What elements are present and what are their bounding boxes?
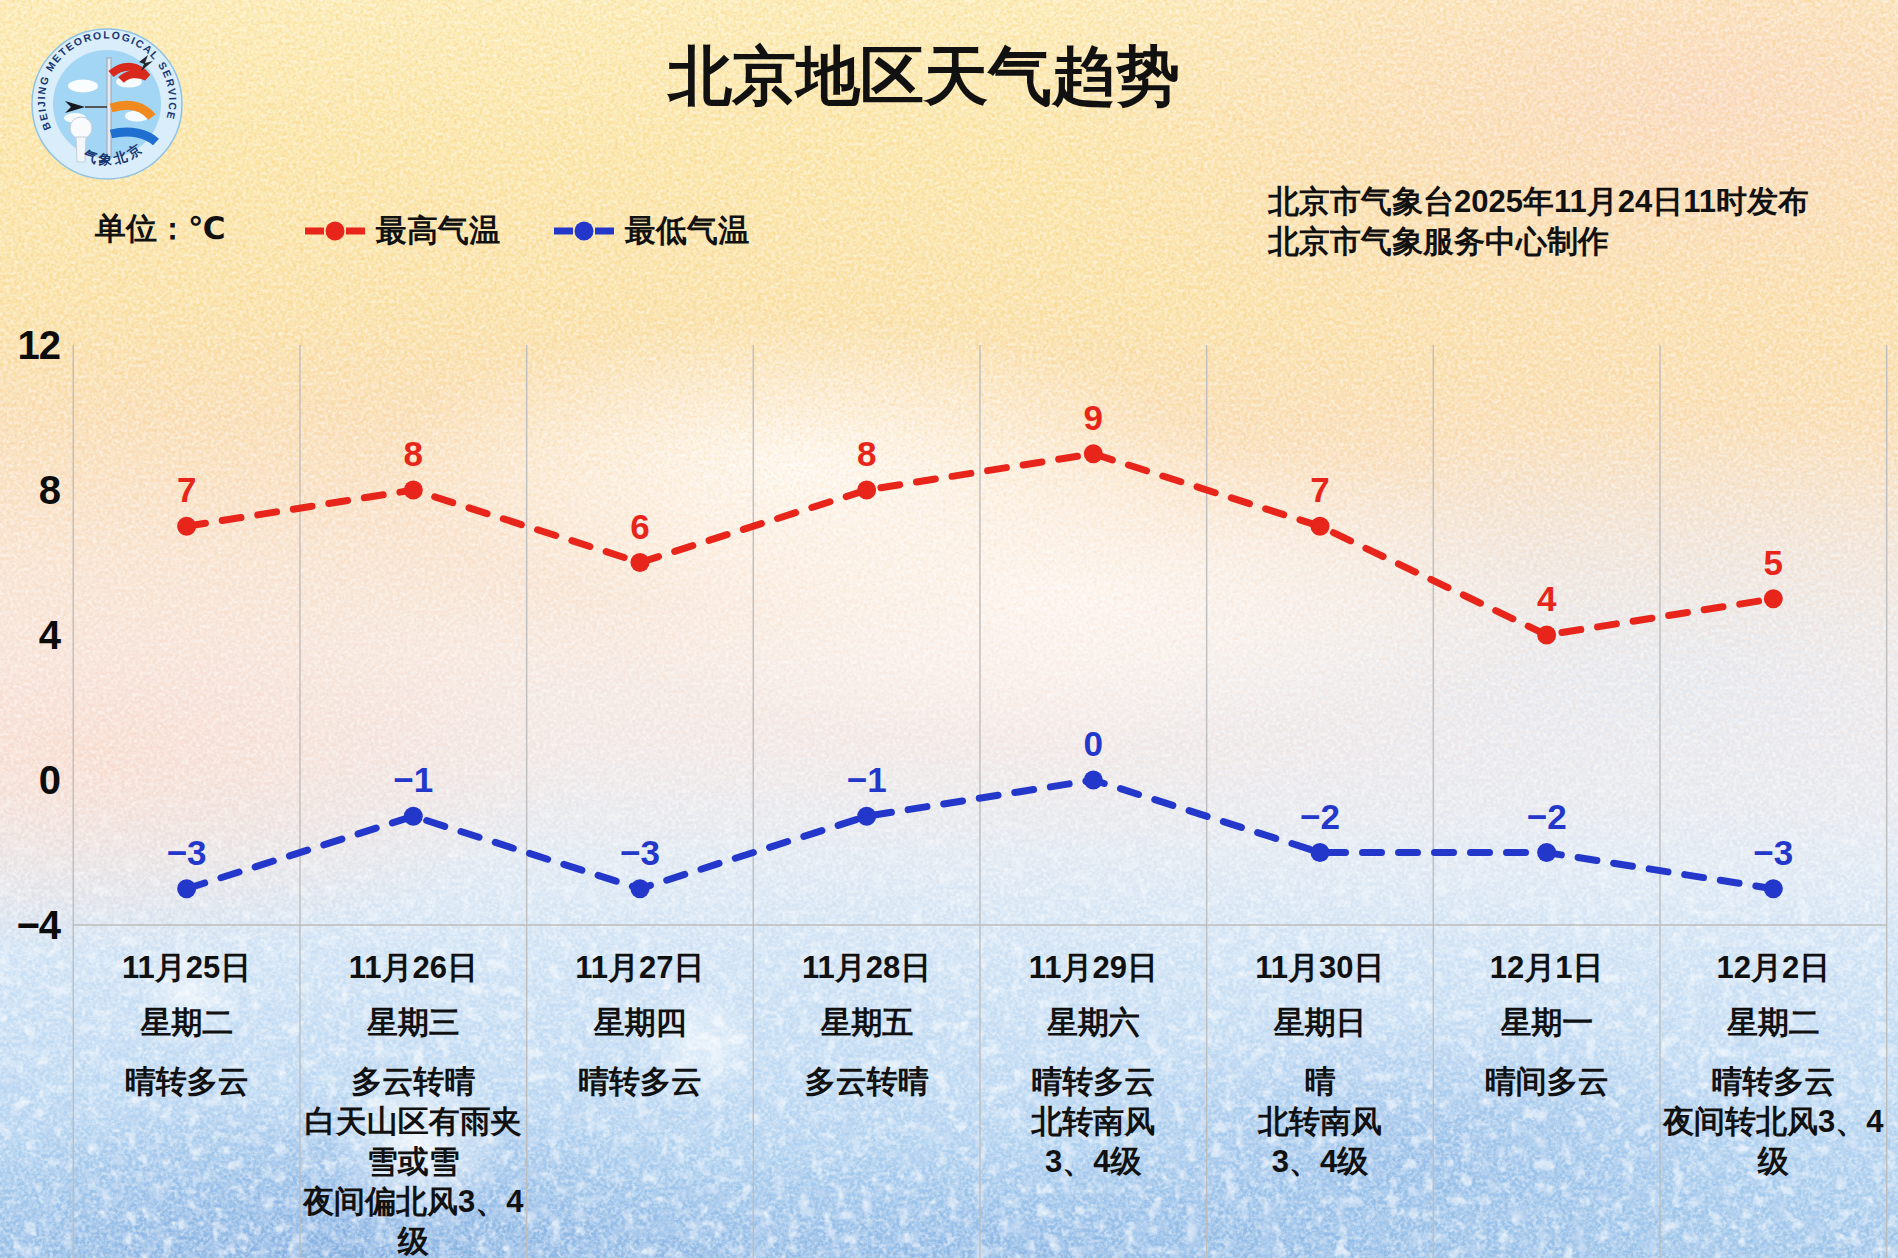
day-date: 11月30日 — [1207, 948, 1434, 988]
day-column: 11月25日星期二晴转多云 — [73, 948, 300, 1102]
day-weather-line: 白天山区有雨夹 — [300, 1102, 527, 1142]
day-weather-line: 多云转晴 — [300, 1062, 527, 1102]
day-weather: 多云转晴白天山区有雨夹雪或雪夜间偏北风3、4级 — [300, 1062, 527, 1258]
day-weather-line: 夜间转北风3、4 — [1660, 1102, 1887, 1142]
day-weather-line: 级 — [300, 1222, 527, 1258]
day-weather-line: 晴间多云 — [1433, 1062, 1660, 1102]
day-columns: 11月25日星期二晴转多云11月26日星期三多云转晴白天山区有雨夹雪或雪夜间偏北… — [0, 0, 1898, 1258]
day-weather-line: 晴转多云 — [1660, 1062, 1887, 1102]
day-weekday: 星期日 — [1207, 1003, 1434, 1043]
day-date: 11月29日 — [980, 948, 1207, 988]
day-weekday: 星期五 — [753, 1003, 980, 1043]
day-weather-line: 晴转多云 — [980, 1062, 1207, 1102]
day-weather: 晴转多云 — [527, 1062, 754, 1102]
day-weather: 晴转多云夜间转北风3、4级 — [1660, 1062, 1887, 1182]
day-weather-line: 级 — [1660, 1142, 1887, 1182]
day-weather: 晴间多云 — [1433, 1062, 1660, 1102]
day-weather-line: 晴 — [1207, 1062, 1434, 1102]
day-column: 11月27日星期四晴转多云 — [527, 948, 754, 1102]
day-weather-line: 3、4级 — [980, 1142, 1207, 1182]
day-column: 12月1日星期一晴间多云 — [1433, 948, 1660, 1102]
day-weekday: 星期二 — [1660, 1003, 1887, 1043]
day-weather-line: 晴转多云 — [527, 1062, 754, 1102]
day-date: 12月1日 — [1433, 948, 1660, 988]
day-weekday: 星期一 — [1433, 1003, 1660, 1043]
day-column: 11月26日星期三多云转晴白天山区有雨夹雪或雪夜间偏北风3、4级 — [300, 948, 527, 1258]
day-date: 12月2日 — [1660, 948, 1887, 988]
day-column: 11月29日星期六晴转多云北转南风3、4级 — [980, 948, 1207, 1182]
day-weekday: 星期三 — [300, 1003, 527, 1043]
day-date: 11月27日 — [527, 948, 754, 988]
day-weather-line: 北转南风 — [980, 1102, 1207, 1142]
day-weather-line: 夜间偏北风3、4 — [300, 1182, 527, 1222]
day-column: 11月30日星期日晴北转南风3、4级 — [1207, 948, 1434, 1182]
day-weather-line: 多云转晴 — [753, 1062, 980, 1102]
day-weather: 晴转多云 — [73, 1062, 300, 1102]
day-weather-line: 雪或雪 — [300, 1142, 527, 1182]
day-weather: 多云转晴 — [753, 1062, 980, 1102]
day-weekday: 星期二 — [73, 1003, 300, 1043]
day-column: 12月2日星期二晴转多云夜间转北风3、4级 — [1660, 948, 1887, 1182]
day-date: 11月28日 — [753, 948, 980, 988]
day-weekday: 星期四 — [527, 1003, 754, 1043]
weather-trend-poster: BEIJING METEOROLOGICAL SERVICE 气象北京 北京地区… — [0, 0, 1898, 1258]
day-weather: 晴北转南风3、4级 — [1207, 1062, 1434, 1182]
day-date: 11月25日 — [73, 948, 300, 988]
day-weather-line: 3、4级 — [1207, 1142, 1434, 1182]
day-column: 11月28日星期五多云转晴 — [753, 948, 980, 1102]
day-weather: 晴转多云北转南风3、4级 — [980, 1062, 1207, 1182]
day-weekday: 星期六 — [980, 1003, 1207, 1043]
day-weather-line: 北转南风 — [1207, 1102, 1434, 1142]
day-weather-line: 晴转多云 — [73, 1062, 300, 1102]
day-date: 11月26日 — [300, 948, 527, 988]
